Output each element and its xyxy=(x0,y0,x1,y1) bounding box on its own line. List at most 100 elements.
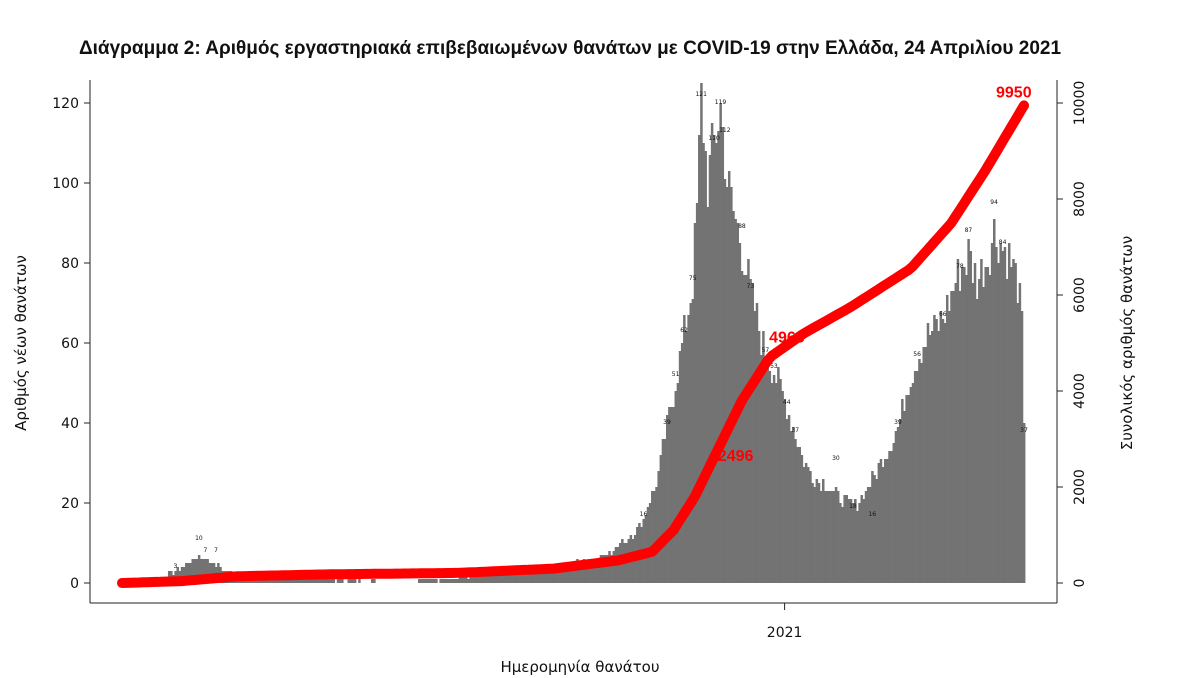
bar xyxy=(841,507,844,583)
bar-value-label: 44 xyxy=(783,399,791,406)
y2-tick-label: 8000 xyxy=(1072,181,1088,217)
bar xyxy=(884,459,887,583)
bar xyxy=(811,483,814,583)
bar xyxy=(772,375,776,583)
bar xyxy=(993,219,996,583)
bar xyxy=(873,475,876,583)
bar xyxy=(984,267,987,583)
bar xyxy=(281,579,284,583)
bar-value-label: 121 xyxy=(695,91,707,98)
bar xyxy=(589,559,592,583)
bar xyxy=(916,371,919,583)
bar xyxy=(860,495,863,583)
bar-value-label: 37 xyxy=(791,427,799,434)
bar xyxy=(527,567,530,583)
bar xyxy=(680,343,684,583)
bar xyxy=(447,579,451,583)
bar xyxy=(584,563,588,583)
bar xyxy=(542,567,545,583)
bar xyxy=(807,467,810,583)
bar xyxy=(321,579,325,583)
bar xyxy=(204,559,207,583)
bar xyxy=(762,331,765,583)
bar xyxy=(304,579,308,583)
bar-value-label: 73 xyxy=(747,283,755,290)
bar xyxy=(715,143,718,583)
bar-value-label: 112 xyxy=(719,127,731,134)
bar xyxy=(603,555,607,583)
bar xyxy=(770,383,774,583)
bar xyxy=(347,579,350,583)
bar-value-label: 16 xyxy=(868,511,876,518)
bar xyxy=(597,559,601,583)
bar-value-label: 37 xyxy=(1020,427,1028,434)
bar xyxy=(576,559,579,583)
bar xyxy=(661,439,665,583)
bar xyxy=(571,563,575,583)
bar xyxy=(313,579,316,583)
bar xyxy=(764,359,767,583)
bar xyxy=(565,567,569,583)
bar xyxy=(428,579,432,583)
bar xyxy=(922,347,925,583)
bar-value-label: 84 xyxy=(999,239,1007,246)
bar-value-label: 119 xyxy=(715,99,727,106)
bar xyxy=(311,579,314,583)
bar xyxy=(792,427,795,583)
bar xyxy=(539,567,543,583)
bar xyxy=(849,499,853,583)
bar xyxy=(544,567,547,583)
bar xyxy=(789,431,793,583)
bar xyxy=(943,323,947,583)
bar xyxy=(648,503,652,583)
bar xyxy=(727,171,731,583)
bar xyxy=(879,459,883,583)
bar xyxy=(708,155,712,583)
y2-axis-label: Συνολικός αριθμός θανάτων xyxy=(1118,236,1136,451)
bar xyxy=(580,563,583,583)
bar xyxy=(924,347,928,583)
bar xyxy=(291,579,295,583)
bar xyxy=(189,563,192,583)
bar xyxy=(586,563,590,583)
bar xyxy=(268,579,271,583)
bar xyxy=(794,439,797,583)
bar xyxy=(422,579,425,583)
bar xyxy=(486,575,489,583)
bar xyxy=(768,371,772,583)
bar xyxy=(896,427,900,583)
bar xyxy=(599,555,603,583)
bar xyxy=(574,563,577,583)
bar xyxy=(499,571,502,583)
bar xyxy=(319,579,323,583)
y-tick-label: 60 xyxy=(61,336,79,352)
bar xyxy=(907,395,910,583)
bar xyxy=(781,391,784,583)
bar xyxy=(913,371,917,583)
bar xyxy=(501,571,504,583)
left-axis-ticks: 0 20 40 60 80 100 120 xyxy=(52,96,90,592)
bar xyxy=(732,211,735,583)
bar xyxy=(274,579,278,583)
bars-layer xyxy=(155,83,1026,583)
bar xyxy=(851,503,855,583)
bar xyxy=(956,259,960,583)
bar xyxy=(283,579,286,583)
bar-value-label: 62 xyxy=(680,327,688,334)
x-axis-ticks: 2021 xyxy=(767,603,802,641)
bar xyxy=(704,151,707,583)
bar xyxy=(948,311,951,583)
bar xyxy=(779,379,782,583)
bar xyxy=(695,203,699,583)
bar xyxy=(700,83,703,583)
bar xyxy=(745,275,748,583)
bar xyxy=(462,575,466,583)
bar xyxy=(492,571,496,583)
bar xyxy=(550,567,554,583)
bar xyxy=(554,567,558,583)
bar xyxy=(928,335,932,583)
bar xyxy=(503,571,507,583)
bar xyxy=(875,479,878,583)
